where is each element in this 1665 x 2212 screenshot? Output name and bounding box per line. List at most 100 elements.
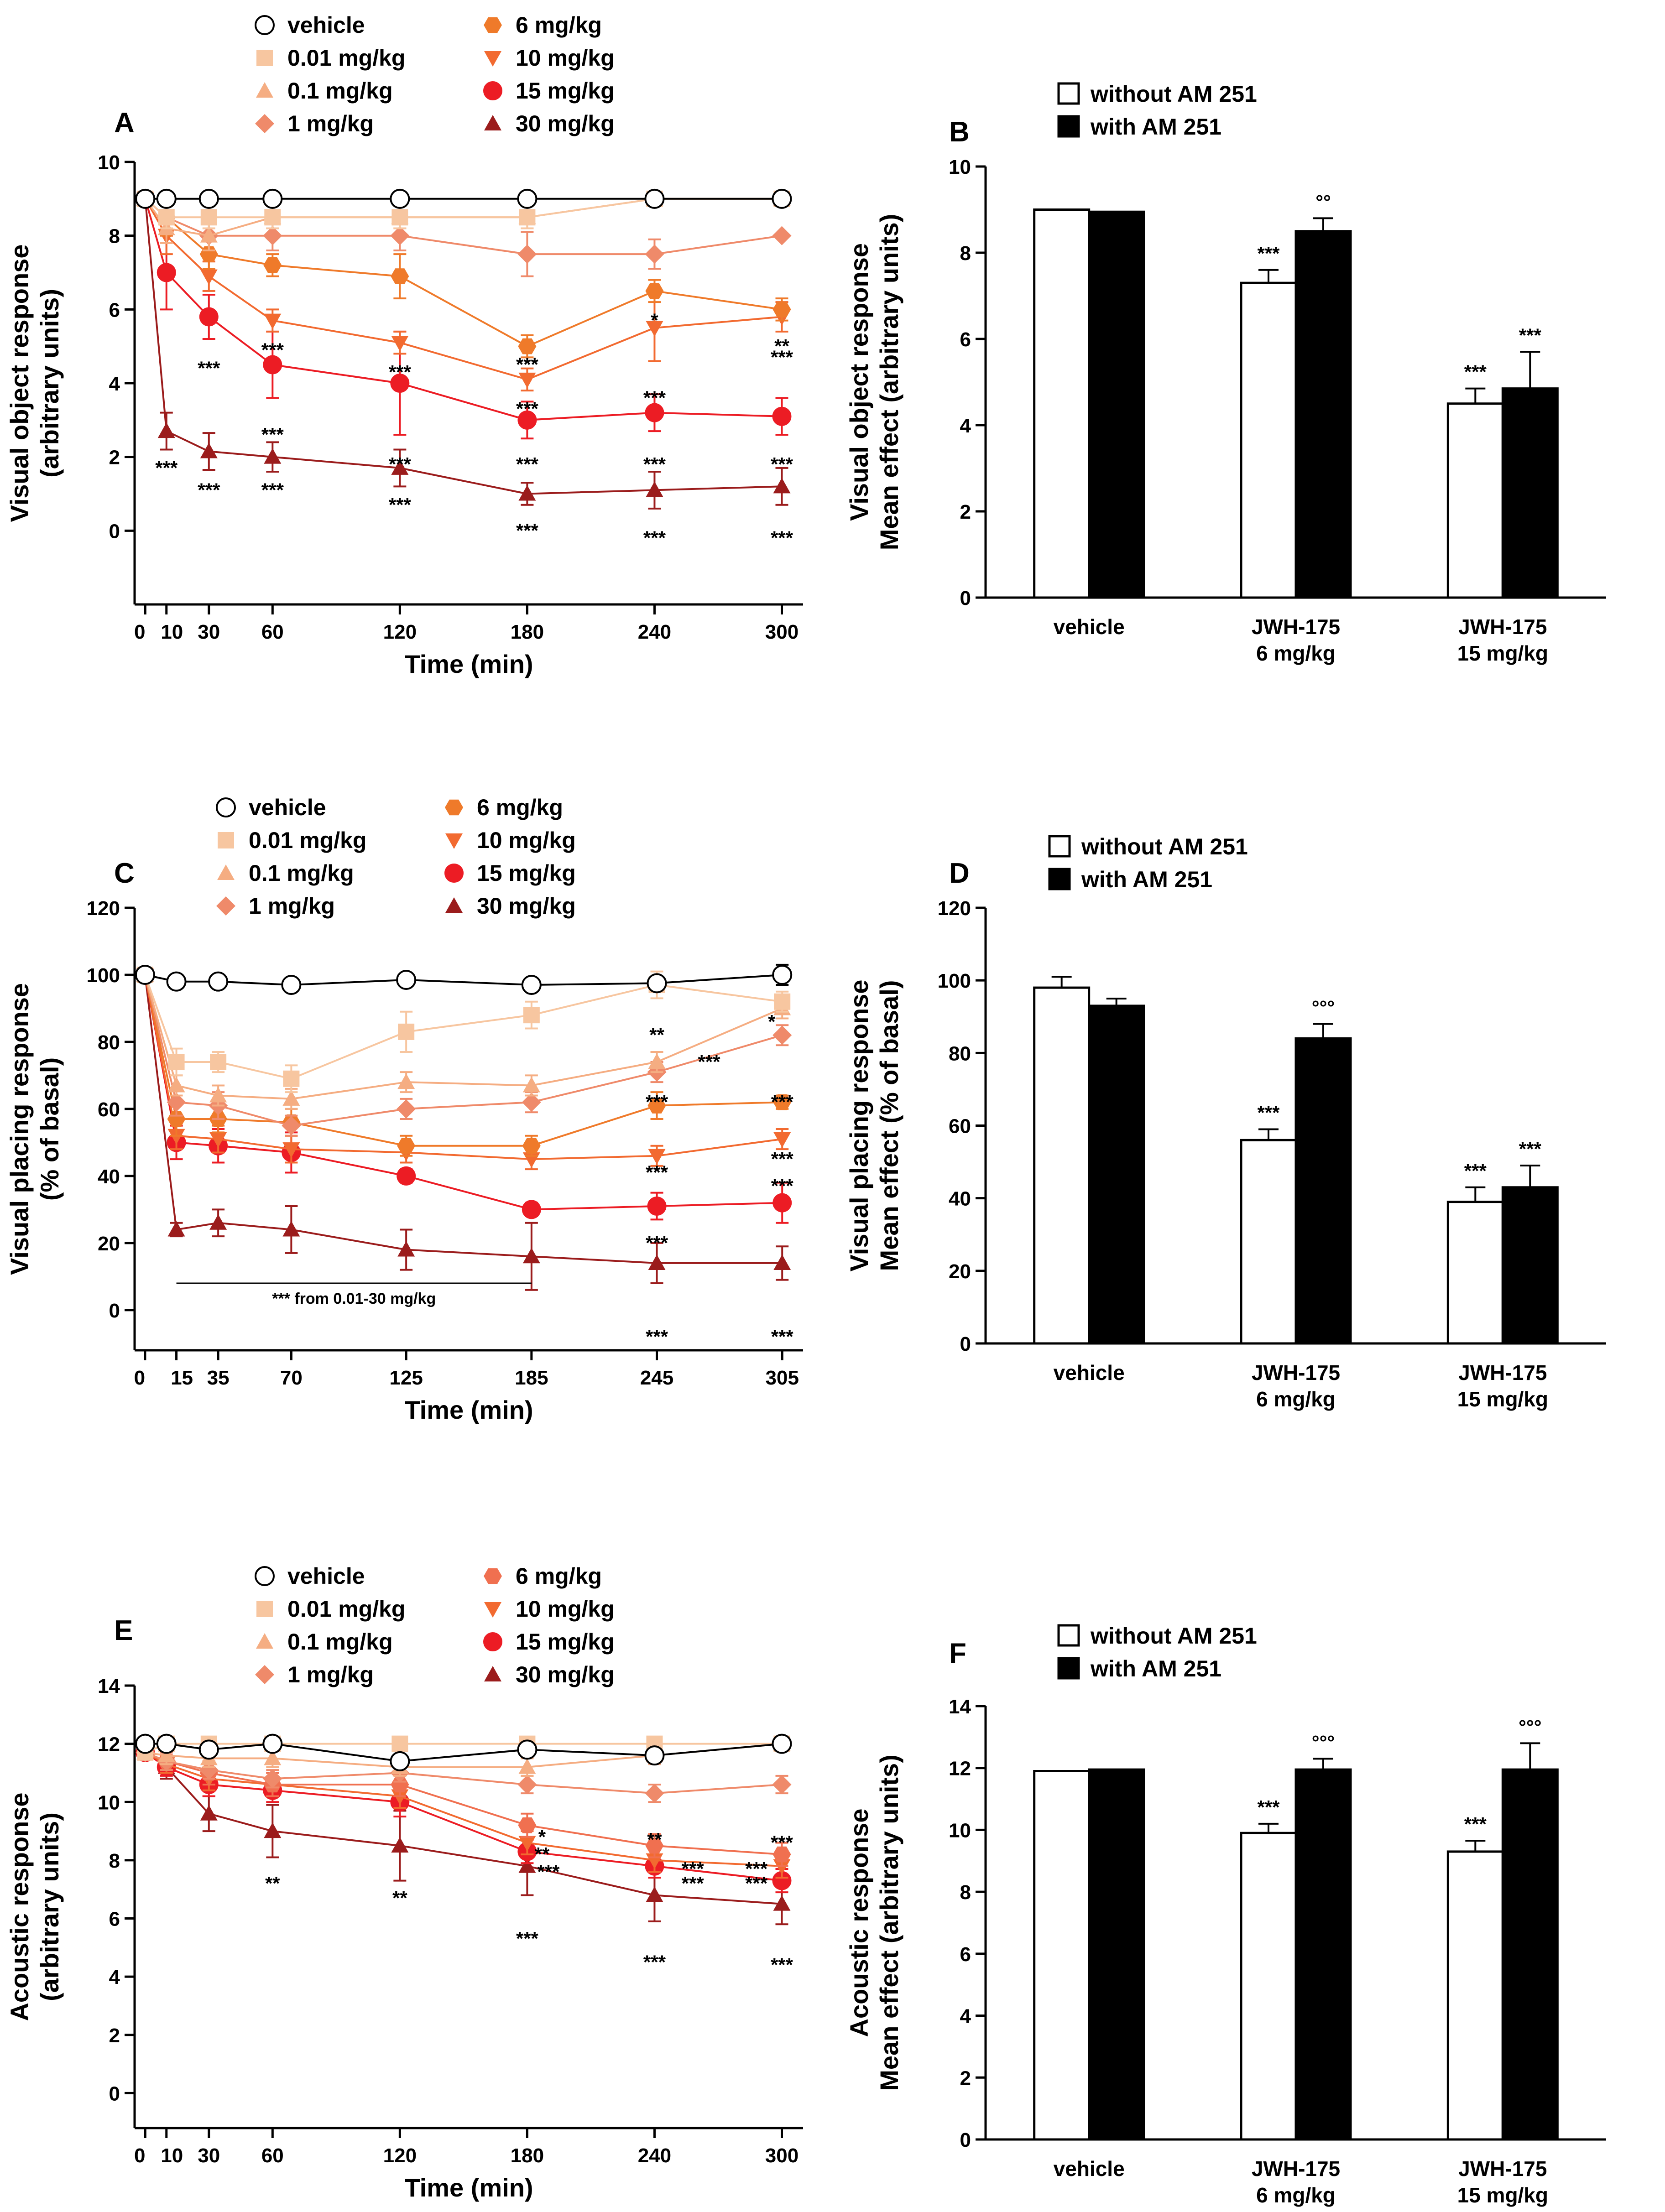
legend-marker-vehicle (255, 1566, 275, 1586)
legend-marker-0-01-mg-kg (256, 1601, 273, 1617)
bar-with-am-251-jwh-175-6-mg-kg (1294, 1037, 1352, 1345)
data-point-1-mg-kg (263, 1769, 282, 1789)
legend-marker-6-mg-kg (445, 799, 463, 816)
category-label-jwh-175-6-mg-kg: 6 mg/kg (1256, 1387, 1336, 1411)
legend-marker-15-mg-kg (483, 81, 502, 100)
legend-label-without-am-251: without AM 251 (1090, 81, 1257, 107)
significance-label: *** (643, 527, 666, 549)
category-label-vehicle: vehicle (1054, 1361, 1125, 1384)
significance-label: *** (198, 358, 220, 379)
panel-letter-c: C (114, 858, 135, 889)
data-point-vehicle (644, 1745, 665, 1766)
significance-label: *** (646, 1091, 668, 1113)
data-point-vehicle (198, 1739, 219, 1760)
significance-label: ** (265, 1873, 280, 1894)
significance-label: *** (389, 453, 412, 475)
legend-marker-0-01-mg-kg (218, 832, 234, 848)
legend-label-without-am-251: without AM 251 (1081, 834, 1248, 859)
data-point-vehicle (390, 188, 410, 209)
significance-label: ** (392, 1887, 407, 1909)
x-tick-label: 60 (261, 2144, 284, 2167)
significance-label: *** (516, 453, 539, 475)
category-label-vehicle: vehicle (1054, 2157, 1125, 2181)
significance-label: *** (646, 1162, 668, 1183)
legend-label-15-mg-kg: 15 mg/kg (477, 860, 576, 886)
x-tick-label: 60 (261, 621, 284, 643)
data-point-10-mg-kg (646, 321, 663, 337)
category-label-jwh-175-6-mg-kg: 6 mg/kg (1256, 2183, 1336, 2207)
bar-with-am-251-vehicle (1088, 210, 1145, 599)
legend-label-10-mg-kg: 10 mg/kg (516, 45, 615, 71)
panel-letter-d: D (949, 858, 970, 889)
legend-label-1-mg-kg: 1 mg/kg (249, 893, 335, 919)
data-point-1-mg-kg (517, 1775, 537, 1794)
series-line-10-mg-kg (144, 198, 782, 381)
data-point-15-mg-kg (645, 403, 664, 422)
data-point-30-mg-kg (646, 481, 663, 497)
legend-label-vehicle: vehicle (287, 12, 365, 38)
data-point-0-1-mg-kg (282, 1090, 300, 1106)
data-point-vehicle (517, 188, 538, 209)
data-point-30-mg-kg (518, 485, 536, 501)
y-axis-title-line: Mean effect (arbitrary units) (875, 214, 903, 551)
series-line-15-mg-kg (144, 198, 782, 421)
significance-label: °°° (1312, 1731, 1335, 1753)
legend-label-6-mg-kg: 6 mg/kg (516, 1563, 602, 1589)
data-point-vehicle (198, 188, 219, 209)
data-point-10-mg-kg (773, 1132, 791, 1148)
y-tick-label: 2 (109, 2025, 120, 2047)
data-point-30-mg-kg (264, 1822, 282, 1838)
significance-label: *** (516, 354, 539, 375)
series-line-30-mg-kg (144, 198, 782, 495)
data-point-30-mg-kg (522, 1248, 540, 1264)
category-label-jwh-175-15-mg-kg: 15 mg/kg (1457, 641, 1548, 665)
legend-label-with-am-251: with AM 251 (1090, 114, 1221, 140)
x-axis-title: Time (min) (404, 650, 533, 678)
category-label-jwh-175-6-mg-kg: JWH-175 (1252, 1361, 1340, 1384)
legend-swatch-without-am-251 (1048, 835, 1071, 858)
y-axis-title-F: Acoustic response Mean effect (arbitrary … (845, 1754, 903, 2091)
y-tick-label: 2 (109, 447, 120, 469)
y-tick-label: 4 (109, 373, 120, 395)
category-label-jwh-175-15-mg-kg: JWH-175 (1458, 1361, 1547, 1384)
data-point-1-mg-kg (645, 1784, 664, 1803)
legend-label-6-mg-kg: 6 mg/kg (477, 795, 563, 820)
data-point-vehicle (772, 964, 793, 985)
bar-with-am-251-jwh-175-15-mg-kg (1501, 387, 1559, 599)
category-label-jwh-175-6-mg-kg: JWH-175 (1252, 615, 1340, 639)
data-point-15-mg-kg (199, 307, 219, 327)
data-point-1-mg-kg (167, 1093, 186, 1112)
significance-label: *** (771, 453, 793, 475)
data-point-vehicle (772, 1733, 792, 1754)
y-tick-label: 100 (938, 970, 971, 992)
significance-label: *** (745, 1873, 768, 1894)
data-point-10-mg-kg (648, 1149, 666, 1165)
significance-label: *** (537, 1861, 560, 1882)
data-point-vehicle (166, 971, 187, 992)
significance-label: *** (771, 1175, 794, 1197)
data-point-30-mg-kg (200, 442, 218, 458)
significance-label: *** (745, 1858, 768, 1879)
x-tick-label: 10 (161, 2144, 183, 2167)
data-point-0-01-mg-kg (523, 1007, 540, 1024)
data-point-0-01-mg-kg (264, 209, 281, 226)
legend-marker-10-mg-kg (484, 1602, 501, 1618)
x-tick-label: 180 (511, 2144, 544, 2167)
significance-label: *** (198, 479, 220, 500)
significance-label: *** (682, 1858, 705, 1879)
x-tick-label: 180 (511, 621, 544, 643)
y-axis-title-B: Visual object response Mean effect (arbit… (845, 214, 903, 551)
significance-label: *** (643, 453, 666, 475)
data-point-1-mg-kg (522, 1093, 541, 1112)
x-tick-label: 120 (383, 2144, 417, 2167)
data-point-30-mg-kg (264, 448, 282, 464)
data-point-15-mg-kg (390, 374, 410, 393)
y-tick-label: 0 (960, 1333, 971, 1355)
x-tick-label: 30 (198, 621, 220, 643)
data-point-30-mg-kg (518, 1857, 536, 1873)
data-point-vehicle (647, 973, 667, 994)
legend-swatch-with-am-251 (1048, 868, 1071, 890)
legend-label-0-1-mg-kg: 0.1 mg/kg (287, 1629, 393, 1655)
legend-label-1-mg-kg: 1 mg/kg (287, 1662, 374, 1687)
legend-swatch-without-am-251 (1057, 1624, 1080, 1647)
